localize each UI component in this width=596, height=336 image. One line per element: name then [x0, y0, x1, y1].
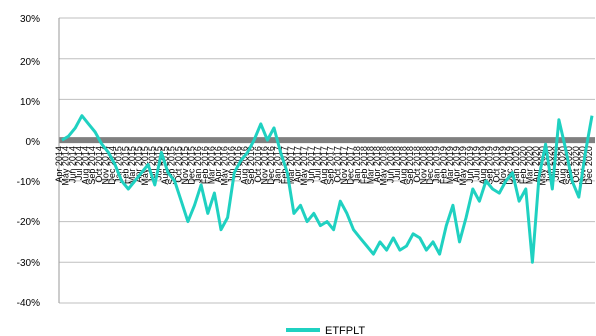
- x-tick-label: May 2016: [220, 146, 230, 186]
- y-tick-label: -40%: [17, 298, 40, 309]
- x-tick-label: Jan 2019: [432, 146, 442, 183]
- x-tick-label: Jan 2016: [193, 146, 203, 183]
- x-tick-label: Sep 2016: [246, 146, 256, 185]
- x-tick-label: Aug 2018: [399, 146, 409, 185]
- x-tick-label: Sep 2019: [485, 146, 495, 185]
- x-tick-label: Apr 2016: [213, 146, 223, 183]
- x-tick-label: Jan 2015: [114, 146, 124, 183]
- x-tick-label: Jul 2014: [74, 146, 84, 180]
- x-tick-label: Oct 2015: [173, 146, 183, 183]
- series-line-etfplt: [61, 114, 594, 264]
- x-tick-label: Dec 2020: [584, 146, 594, 185]
- x-tick-label: Dec 2015: [187, 146, 197, 185]
- y-tick-label: 30%: [20, 14, 40, 25]
- y-tick-label: -30%: [17, 258, 40, 269]
- x-tick-label: Mar 2017: [286, 146, 296, 184]
- series-etfplt: [61, 114, 594, 264]
- x-tick-label: Jun 2019: [465, 146, 475, 183]
- x-tick-label: Jun 2015: [147, 146, 157, 183]
- x-tick-label: Aug 2017: [319, 146, 329, 185]
- x-tick-label: Dec 2014: [107, 146, 117, 185]
- x-tick-label: Oct 2017: [332, 146, 342, 183]
- x-tick-label: Feb 2015: [120, 146, 130, 184]
- x-tick-label: Dec 2019: [505, 146, 515, 185]
- x-tick-label: Aug 2016: [240, 146, 250, 185]
- x-tick-label: Aug 2019: [478, 146, 488, 185]
- x-tick-label: May 2019: [458, 146, 468, 186]
- y-tick-label: -20%: [17, 217, 40, 228]
- x-tick-label: Dec 2018: [425, 146, 435, 185]
- x-tick-label: Oct 2019: [491, 146, 501, 183]
- x-tick-label: Apr 2018: [372, 146, 382, 183]
- x-tick-label: May 2017: [299, 146, 309, 186]
- x-tick-label: Jun 2016: [226, 146, 236, 183]
- x-tick-label: May 2018: [379, 146, 389, 186]
- legend-label: ETFPLT: [325, 325, 365, 336]
- x-tick-label: Nov 2019: [498, 146, 508, 185]
- x-tick-label: Aug 2014: [81, 146, 91, 185]
- x-tick-label: Feb 2020: [518, 146, 528, 184]
- x-tick-label: Oct 2018: [412, 146, 422, 183]
- x-tick-label: Mar 2016: [206, 146, 216, 184]
- x-tick-label: Mar 2018: [365, 146, 375, 184]
- x-tick-label: Dec 2016: [266, 146, 276, 185]
- x-tick-label: Sep 2014: [87, 146, 97, 185]
- x-tick-label: Dec 2017: [346, 146, 356, 185]
- x-tick-label: Jun 2014: [67, 146, 77, 183]
- x-tick-label: Oct 2014: [94, 146, 104, 183]
- y-tick-label: 20%: [20, 57, 40, 68]
- x-tick-label: Jan 2020: [511, 146, 521, 183]
- x-tick-label: Sep 2018: [405, 146, 415, 185]
- x-tick-label: Apr 2017: [293, 146, 303, 183]
- x-tick-label: Jan 2018: [352, 146, 362, 183]
- x-tick-label: Apr 2015: [134, 146, 144, 183]
- x-tick-label: Mar 2015: [127, 146, 137, 184]
- x-tick-label: Nov 2014: [100, 146, 110, 185]
- x-tick-label: Nov 2016: [259, 146, 269, 185]
- x-tick-label: Apr 2020: [531, 146, 541, 183]
- x-tick-label: Jul 2017: [312, 146, 322, 180]
- x-tick-label: Sep 2015: [167, 146, 177, 185]
- x-tick-label: Oct 2020: [571, 146, 581, 183]
- legend: ETFPLT: [286, 325, 365, 336]
- x-tick-label: Nov 2018: [418, 146, 428, 185]
- x-tick-label: Jun 2017: [306, 146, 316, 183]
- x-tick-label: Feb 2019: [438, 146, 448, 184]
- x-tick-label: Feb 2016: [200, 146, 210, 184]
- y-axis: 30% 20% 10% 0% -10% -20% -30% -40%: [17, 14, 40, 309]
- x-tick-label: Jun 2018: [385, 146, 395, 183]
- x-tick-label: Feb 2018: [359, 146, 369, 184]
- x-tick-label: Apr 2019: [452, 146, 462, 183]
- x-tick-label: Nov 2017: [339, 146, 349, 185]
- x-tick-label: Nov 2015: [180, 146, 190, 185]
- y-tick-label: -10%: [17, 177, 40, 188]
- y-tick-label: 0%: [26, 137, 41, 148]
- x-tick-label: Aug 2020: [558, 146, 568, 185]
- y-tick-label: 10%: [20, 97, 40, 108]
- x-tick-label: Mar 2019: [445, 146, 455, 184]
- x-tick-label: Oct 2016: [253, 146, 263, 183]
- x-tick-label: Apr 2014: [54, 146, 64, 183]
- x-tick-label: Sep 2017: [326, 146, 336, 185]
- x-tick-label: Jan 2017: [273, 146, 283, 183]
- x-tick-label: Jul 2019: [471, 146, 481, 180]
- x-tick-label: May 2015: [140, 146, 150, 186]
- x-tick-label: Jul 2018: [392, 146, 402, 180]
- x-tick-label: Mar 2020: [524, 146, 534, 184]
- x-tick-label: May 2014: [61, 146, 71, 186]
